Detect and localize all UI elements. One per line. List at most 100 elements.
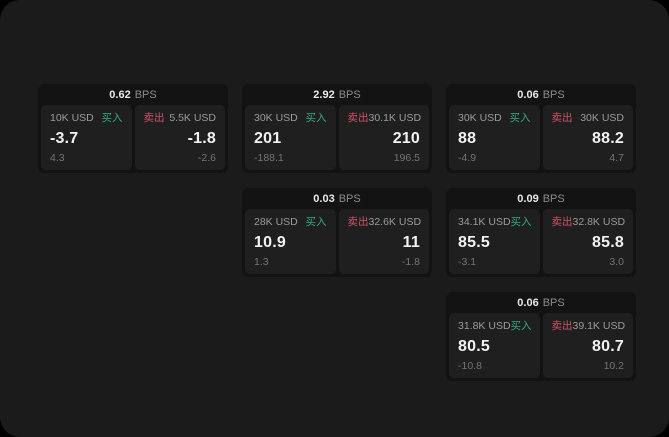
sell-panel[interactable]: 卖出 32.6K USD 11 -1.8 [338, 209, 429, 274]
sell-price: -1.8 [187, 129, 216, 147]
sell-top-row: 卖出 5.5K USD [144, 112, 217, 124]
panels: 30K USD 买入 201 -188.1 卖出 30.1K USD 210 1… [245, 105, 429, 170]
card-header: 0.06 BPS [449, 292, 633, 313]
quote-card-3: 0.03 BPS 28K USD 买入 10.9 1.3 卖出 32.6K US… [242, 188, 432, 277]
sell-amount: 32.8K USD [572, 216, 626, 228]
sell-price: 88.2 [592, 129, 624, 147]
sell-amount: 30.1K USD [368, 112, 422, 124]
sell-panel[interactable]: 卖出 30.1K USD 210 196.5 [338, 105, 429, 170]
card-header: 0.03 BPS [245, 188, 429, 209]
quote-card-4: 0.09 BPS 34.1K USD 买入 85.5 -3.1 卖出 32.8K… [446, 188, 636, 277]
sell-top-row: 卖出 30K USD [552, 112, 625, 124]
buy-amount: 30K USD [254, 112, 298, 124]
buy-label: 买入 [305, 112, 327, 124]
buy-amount: 30K USD [458, 112, 502, 124]
bps-value: 0.62 [109, 88, 131, 101]
buy-label: 买入 [510, 320, 532, 332]
bps-value: 0.09 [517, 192, 539, 205]
bps-value: 0.06 [517, 88, 539, 101]
bps-unit: BPS [542, 192, 565, 205]
buy-price: 10.9 [254, 233, 286, 251]
sell-label: 卖出 [347, 112, 369, 124]
sell-label: 卖出 [143, 112, 165, 124]
sell-price: 85.8 [592, 233, 624, 251]
buy-price: 201 [254, 129, 282, 147]
sell-sub-value: -2.6 [197, 152, 216, 164]
buy-price: 88 [458, 129, 477, 147]
bps-value: 0.03 [313, 192, 335, 205]
buy-panel[interactable]: 30K USD 买入 88 -4.9 [449, 105, 540, 170]
sell-price: 210 [392, 129, 420, 147]
buy-panel[interactable]: 31.8K USD 买入 80.5 -10.8 [449, 313, 540, 378]
buy-panel[interactable]: 10K USD 买入 -3.7 4.3 [41, 105, 132, 170]
panels: 31.8K USD 买入 80.5 -10.8 卖出 39.1K USD 80.… [449, 313, 633, 378]
sell-sub-value: 4.7 [609, 152, 624, 164]
buy-label: 买入 [510, 216, 532, 228]
buy-top-row: 31.8K USD 买入 [458, 320, 532, 332]
sell-label: 卖出 [551, 112, 573, 124]
sell-price: 80.7 [592, 337, 624, 355]
sell-amount: 5.5K USD [169, 112, 216, 124]
buy-top-row: 34.1K USD 买入 [458, 216, 532, 228]
buy-label: 买入 [509, 112, 531, 124]
buy-sub-value: -188.1 [254, 152, 284, 164]
sell-top-row: 卖出 30.1K USD [347, 112, 422, 124]
buy-panel[interactable]: 28K USD 买入 10.9 1.3 [245, 209, 336, 274]
buy-price: -3.7 [50, 129, 79, 147]
sell-top-row: 卖出 32.8K USD [551, 216, 626, 228]
bps-unit: BPS [542, 88, 565, 101]
bps-value: 2.92 [313, 88, 335, 101]
bps-unit: BPS [134, 88, 157, 101]
sell-label: 卖出 [551, 320, 573, 332]
buy-top-row: 30K USD 买入 [254, 112, 327, 124]
buy-panel[interactable]: 30K USD 买入 201 -188.1 [245, 105, 336, 170]
bps-unit: BPS [542, 296, 565, 309]
quotes-grid: 0.62 BPS 10K USD 买入 -3.7 4.3 卖出 5.5K USD [38, 84, 636, 381]
sell-amount: 30K USD [580, 112, 624, 124]
panels: 10K USD 买入 -3.7 4.3 卖出 5.5K USD -1.8 -2.… [41, 105, 225, 170]
sell-top-row: 卖出 39.1K USD [551, 320, 626, 332]
sell-label: 卖出 [551, 216, 573, 228]
panels: 28K USD 买入 10.9 1.3 卖出 32.6K USD 11 -1.8 [245, 209, 429, 274]
sell-panel[interactable]: 卖出 39.1K USD 80.7 10.2 [542, 313, 633, 378]
sell-label: 卖出 [347, 216, 369, 228]
buy-panel[interactable]: 34.1K USD 买入 85.5 -3.1 [449, 209, 540, 274]
quote-card-0: 0.62 BPS 10K USD 买入 -3.7 4.3 卖出 5.5K USD [38, 84, 228, 173]
buy-sub-value: 1.3 [254, 256, 269, 268]
sell-sub-value: 3.0 [609, 256, 624, 268]
buy-price: 85.5 [458, 233, 490, 251]
quote-card-5: 0.06 BPS 31.8K USD 买入 80.5 -10.8 卖出 39.1… [446, 292, 636, 381]
buy-top-row: 10K USD 买入 [50, 112, 123, 124]
sell-panel[interactable]: 卖出 32.8K USD 85.8 3.0 [542, 209, 633, 274]
quote-card-2: 0.06 BPS 30K USD 买入 88 -4.9 卖出 30K USD [446, 84, 636, 173]
sell-panel[interactable]: 卖出 30K USD 88.2 4.7 [542, 105, 633, 170]
buy-sub-value: -3.1 [458, 256, 477, 268]
sell-panel[interactable]: 卖出 5.5K USD -1.8 -2.6 [134, 105, 225, 170]
buy-amount: 10K USD [50, 112, 94, 124]
card-header: 0.09 BPS [449, 188, 633, 209]
buy-price: 80.5 [458, 337, 490, 355]
card-header: 0.62 BPS [41, 84, 225, 105]
buy-top-row: 30K USD 买入 [458, 112, 531, 124]
sell-top-row: 卖出 32.6K USD [347, 216, 422, 228]
sell-sub-value: -1.8 [401, 256, 420, 268]
sell-sub-value: 196.5 [393, 152, 420, 164]
sell-price: 11 [402, 233, 420, 251]
buy-amount: 28K USD [254, 216, 298, 228]
card-header: 0.06 BPS [449, 84, 633, 105]
quote-card-1: 2.92 BPS 30K USD 买入 201 -188.1 卖出 30.1K … [242, 84, 432, 173]
bps-unit: BPS [338, 88, 361, 101]
buy-label: 买入 [101, 112, 123, 124]
sell-amount: 39.1K USD [572, 320, 626, 332]
buy-amount: 34.1K USD [458, 216, 511, 228]
buy-label: 买入 [305, 216, 327, 228]
bps-value: 0.06 [517, 296, 539, 309]
card-header: 2.92 BPS [245, 84, 429, 105]
panels: 30K USD 买入 88 -4.9 卖出 30K USD 88.2 4.7 [449, 105, 633, 170]
buy-sub-value: -10.8 [458, 360, 482, 372]
buy-amount: 31.8K USD [458, 320, 511, 332]
panels: 34.1K USD 买入 85.5 -3.1 卖出 32.8K USD 85.8… [449, 209, 633, 274]
bps-unit: BPS [338, 192, 361, 205]
buy-sub-value: 4.3 [50, 152, 65, 164]
